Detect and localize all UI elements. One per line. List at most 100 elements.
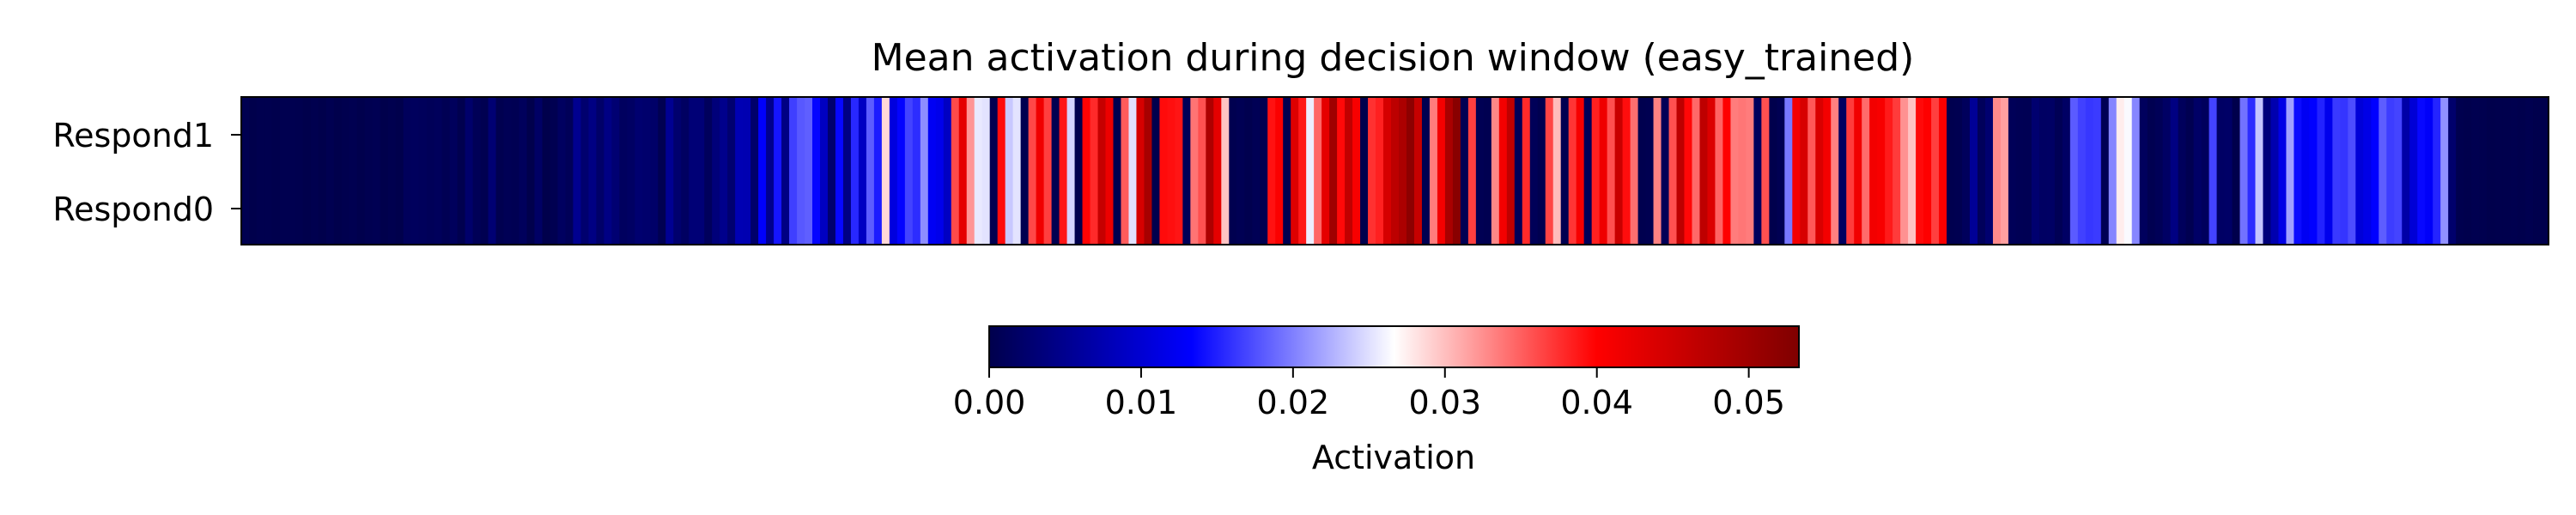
heatmap-cell — [1599, 97, 1608, 245]
heatmap-cell — [1190, 97, 1199, 245]
heatmap-cell — [2332, 97, 2341, 245]
heatmap-cell — [689, 97, 697, 245]
heatmap-cell — [1730, 97, 1740, 245]
heatmap-cell — [1391, 97, 1400, 245]
heatmap-cell — [2216, 97, 2226, 245]
heatmap-cell — [1352, 97, 1361, 245]
heatmap-cell — [2170, 97, 2179, 245]
heatmap-cell — [241, 97, 250, 245]
heatmap-cell — [2085, 97, 2094, 245]
heatmap-cell — [1206, 97, 1214, 245]
heatmap-cell — [2425, 97, 2433, 245]
heatmap-cell — [1939, 97, 1947, 245]
heatmap-cell — [1314, 97, 1322, 245]
heatmap-cell — [673, 97, 682, 245]
heatmap-cell — [2379, 97, 2387, 245]
heatmap-cell — [735, 97, 744, 245]
heatmap-cell — [2518, 97, 2526, 245]
heatmap-cell — [1329, 97, 1338, 245]
heatmap-cell — [534, 97, 544, 245]
heatmap-cell — [1831, 97, 1839, 245]
heatmap-cell — [2139, 97, 2148, 245]
heatmap-cell — [812, 97, 821, 245]
heatmap-cell — [627, 97, 635, 245]
colorbar-tick-label: 0.04 — [1560, 384, 1633, 421]
heatmap-cell — [1028, 97, 1037, 245]
heatmap-cell — [866, 97, 875, 245]
heatmap-cell — [1475, 97, 1485, 245]
heatmap-cell — [550, 97, 559, 245]
heatmap-cell — [1614, 97, 1624, 245]
heatmap-cell — [2355, 97, 2364, 245]
heatmap-cell — [850, 97, 860, 245]
y-tick-label-respond1: Respond1 — [52, 117, 214, 154]
heatmap-cell — [981, 97, 991, 245]
heatmap-cell — [1529, 97, 1539, 245]
chart-title: Mean activation during decision window (… — [872, 36, 1915, 80]
heatmap-cell — [465, 97, 474, 245]
heatmap-cell — [1970, 97, 1978, 245]
heatmap-cell — [2471, 97, 2480, 245]
heatmap-cell — [1838, 97, 1847, 245]
heatmap-cell — [1298, 97, 1307, 245]
heatmap-cell — [2263, 97, 2272, 245]
y-axis: Respond1 Respond0 — [52, 117, 241, 228]
colorbar-label: Activation — [1312, 439, 1475, 476]
heatmap-cell — [1753, 97, 1762, 245]
heatmap-cell — [1637, 97, 1647, 245]
heatmap-cell — [619, 97, 628, 245]
heatmap-cell — [1498, 97, 1508, 245]
heatmap-cell — [1506, 97, 1516, 245]
heatmap-cell — [480, 97, 489, 245]
heatmap-cell — [472, 97, 482, 245]
heatmap-cell — [2317, 97, 2325, 245]
heatmap-cell — [1908, 97, 1917, 245]
colorbar-tick-label: 0.05 — [1712, 384, 1785, 421]
heatmap-cell — [1692, 97, 1701, 245]
heatmap-cell — [2178, 97, 2187, 245]
heatmap-cell — [1583, 97, 1593, 245]
heatmap-cell — [449, 97, 459, 245]
heatmap-cell — [2062, 97, 2071, 245]
heatmap-cell — [681, 97, 690, 245]
heatmap-cell — [1082, 97, 1091, 245]
heatmap-cell — [1043, 97, 1053, 245]
heatmap-cell — [2054, 97, 2063, 245]
heatmap-cell — [789, 97, 798, 245]
heatmap-cell — [1869, 97, 1878, 245]
heatmap-cell — [349, 97, 358, 245]
heatmap-cell — [1121, 97, 1130, 245]
heatmap-frame — [240, 96, 2549, 245]
heatmap-cell — [1460, 97, 1469, 245]
heatmap-cell — [2363, 97, 2372, 245]
heatmap-cell — [2162, 97, 2172, 245]
heatmap-cell — [658, 97, 666, 245]
heatmap-cell — [2154, 97, 2164, 245]
heatmap-cell — [1962, 97, 1971, 245]
heatmap-cell — [1213, 97, 1222, 245]
heatmap-cell — [2185, 97, 2195, 245]
heatmap-cell — [1807, 97, 1816, 245]
heatmap-cell — [2131, 97, 2141, 245]
heatmap-cell — [1136, 97, 1145, 245]
heatmap-cell — [295, 97, 304, 245]
heatmap-cell — [1668, 97, 1678, 245]
heatmap-cell — [2123, 97, 2133, 245]
heatmap-cell — [997, 97, 1006, 245]
heatmap-cell — [2456, 97, 2464, 245]
heatmap-cell — [1345, 97, 1353, 245]
heatmap-cell — [1931, 97, 1940, 245]
heatmap-cell — [1684, 97, 1693, 245]
heatmap-cell — [1066, 97, 1076, 245]
heatmap-cells — [241, 97, 2549, 245]
heatmap-cell — [2525, 97, 2534, 245]
heatmap-cell — [1707, 97, 1716, 245]
heatmap-cell — [1452, 97, 1461, 245]
heatmap-cell — [1275, 97, 1284, 245]
heatmap-cell — [1545, 97, 1554, 245]
heatmap-cell — [2247, 97, 2257, 245]
heatmap-cell — [1167, 97, 1176, 245]
heatmap-cell — [1893, 97, 1901, 245]
heatmap-cell — [635, 97, 643, 245]
heatmap-cell — [1715, 97, 1724, 245]
